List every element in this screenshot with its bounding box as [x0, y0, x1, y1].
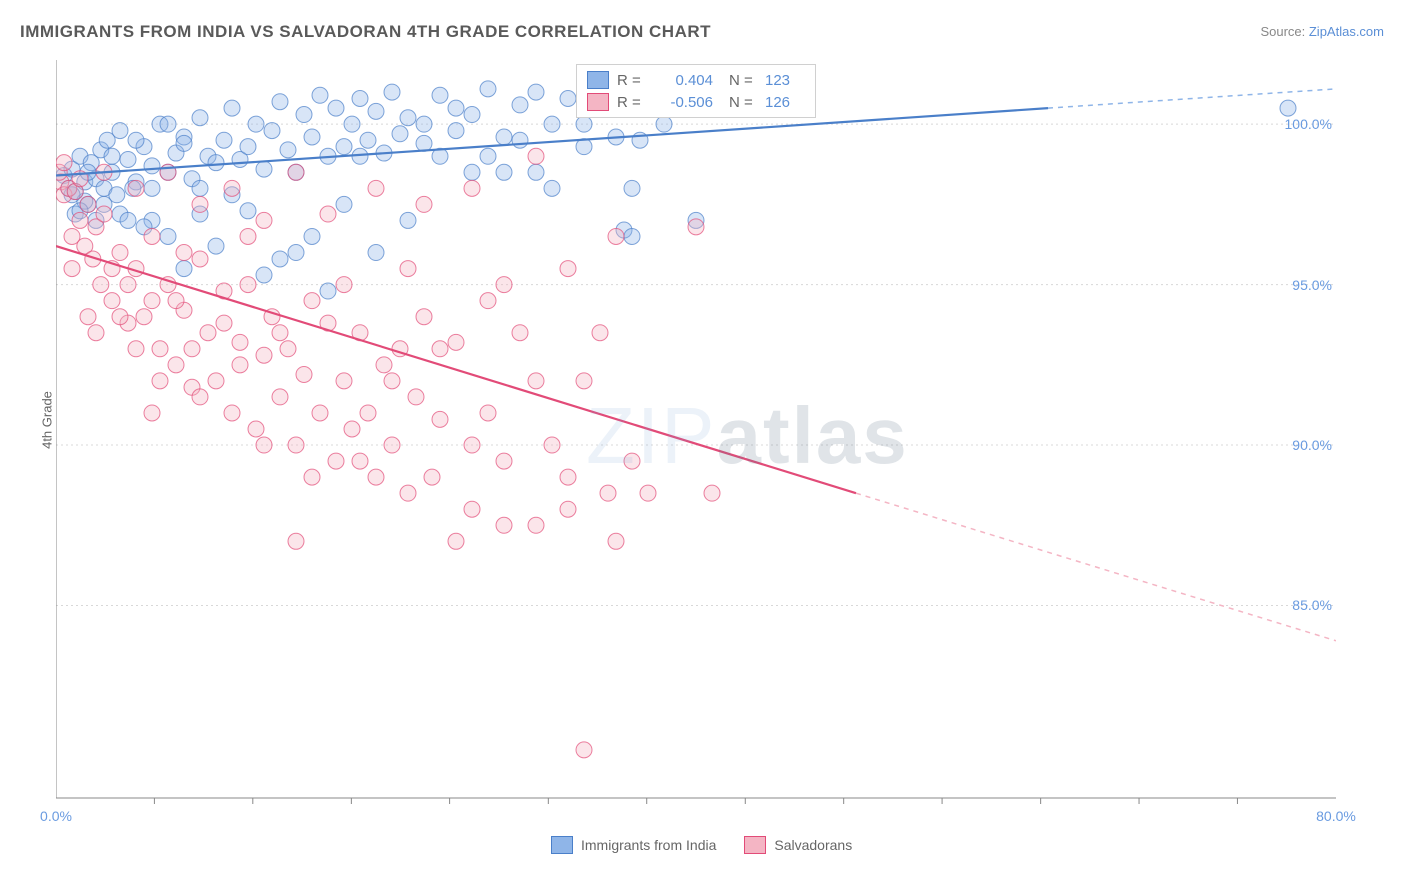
y-tick: 85.0%: [1292, 597, 1332, 613]
legend-series-name: Salvadorans: [774, 837, 852, 853]
y-tick: 90.0%: [1292, 437, 1332, 453]
legend-n-label: N =: [729, 72, 757, 89]
y-axis-label: 4th Grade: [39, 391, 54, 449]
y-tick: 95.0%: [1292, 277, 1332, 293]
correlation-legend: R = 0.404 N = 123 R = -0.506 N = 126: [576, 64, 816, 118]
source-label: Source:: [1260, 24, 1308, 39]
chart-title: IMMIGRANTS FROM INDIA VS SALVADORAN 4TH …: [20, 22, 711, 42]
y-tick: 100.0%: [1285, 116, 1332, 132]
legend-n-value: 123: [765, 72, 805, 89]
legend-swatch: [587, 71, 609, 89]
trend-lines-layer: [56, 60, 1336, 830]
legend-r-label: R =: [617, 94, 645, 111]
legend-item: Salvadorans: [744, 836, 852, 854]
legend-row: R = 0.404 N = 123: [587, 69, 805, 91]
legend-series-name: Immigrants from India: [581, 837, 716, 853]
legend-swatch: [551, 836, 573, 854]
legend-r-value: 0.404: [653, 72, 713, 89]
legend-row: R = -0.506 N = 126: [587, 91, 805, 113]
source-link[interactable]: ZipAtlas.com: [1309, 24, 1384, 39]
legend-item: Immigrants from India: [551, 836, 716, 854]
scatter-plot: ZIPatlas R = 0.404 N = 123 R = -0.506 N …: [56, 60, 1336, 830]
series-legend: Immigrants from India Salvadorans: [551, 836, 852, 854]
x-tick: 80.0%: [1316, 808, 1356, 824]
legend-r-label: R =: [617, 72, 645, 89]
legend-swatch: [744, 836, 766, 854]
x-tick: 0.0%: [40, 808, 72, 824]
legend-r-value: -0.506: [653, 94, 713, 111]
legend-n-label: N =: [729, 94, 757, 111]
legend-n-value: 126: [765, 94, 805, 111]
legend-swatch: [587, 93, 609, 111]
source-attribution: Source: ZipAtlas.com: [1260, 24, 1384, 39]
